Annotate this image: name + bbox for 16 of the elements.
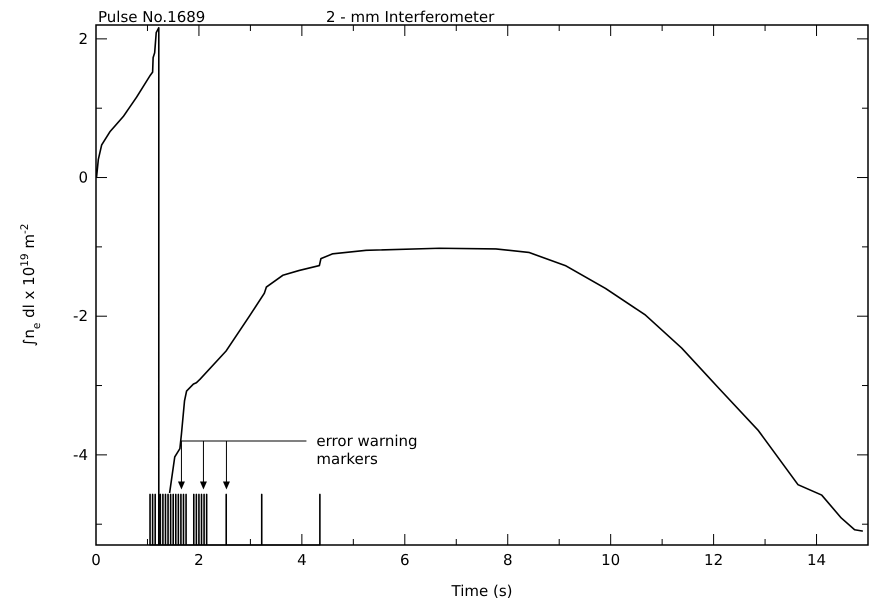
y-tick-label: -2 bbox=[73, 307, 88, 326]
x-tick-label: 4 bbox=[297, 551, 307, 569]
chart-title: Pulse No.1689 bbox=[98, 8, 206, 26]
y-tick-label: -4 bbox=[73, 446, 88, 464]
x-tick-label: 8 bbox=[502, 551, 513, 569]
x-tick-label: 14 bbox=[806, 551, 826, 569]
x-tick-label: 12 bbox=[704, 551, 724, 569]
y-tick-label: 2 bbox=[78, 30, 88, 48]
y-tick-label: 0 bbox=[78, 168, 88, 187]
x-tick-label: 6 bbox=[400, 551, 410, 569]
x-tick-label: 10 bbox=[601, 551, 620, 569]
annotation: error warning markers bbox=[316, 432, 418, 468]
x-axis-title: Time (s) bbox=[450, 582, 512, 600]
x-tick-label: 0 bbox=[91, 551, 101, 569]
x-tick-label: 2 bbox=[194, 551, 204, 569]
chart-subtitle: 2 - mm Interferometer bbox=[326, 8, 496, 26]
